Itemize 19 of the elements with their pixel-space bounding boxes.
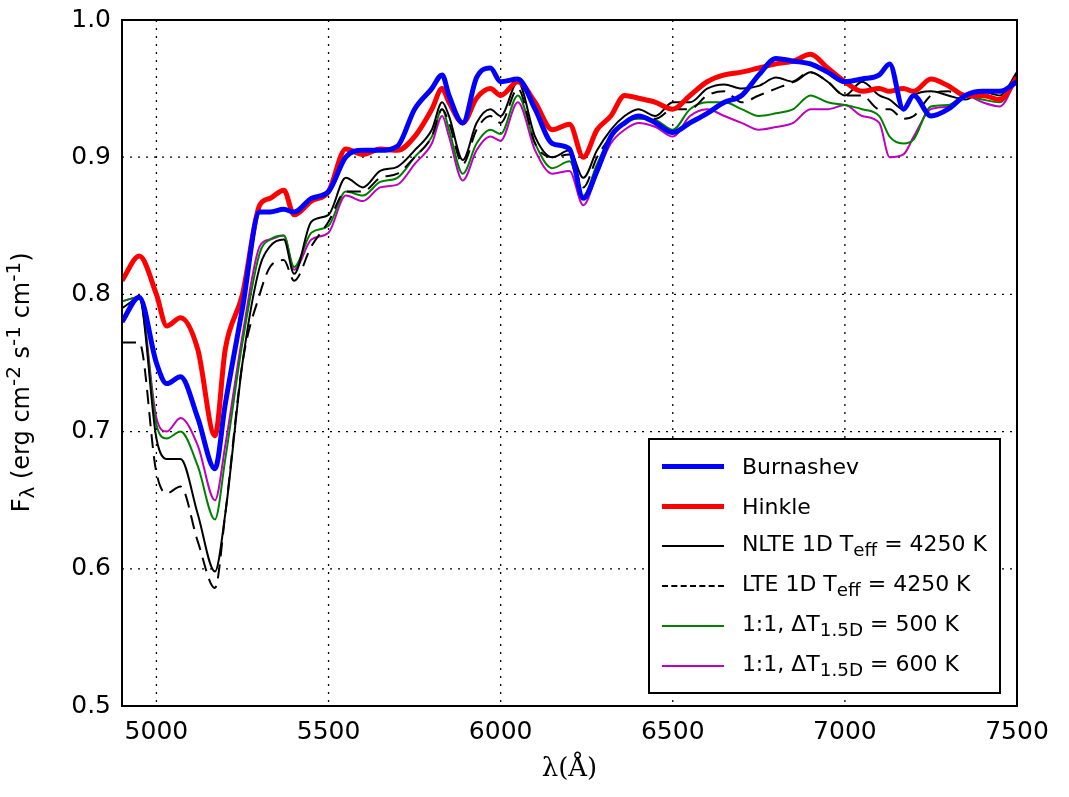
y-tick-label: 1.0: [71, 3, 111, 33]
legend-label: NLTE 1D T$_{eff}$ = 4250 K: [741, 531, 987, 561]
legend-label: LTE 1D T$_{eff}$ = 4250 K: [741, 571, 971, 601]
legend-label: Burnashev: [741, 453, 859, 479]
x-tick-label: 6500: [640, 715, 705, 745]
legend-label: 1:1, ΔT$_{1.5D}$ = 600 K: [741, 651, 959, 681]
x-tick-label: 5000: [124, 715, 189, 745]
legend-label: 1:1, ΔT$_{1.5D}$ = 500 K: [741, 611, 959, 641]
x-tick-label: 7500: [985, 715, 1049, 745]
y-tick-label: 0.9: [71, 140, 111, 170]
y-tick-label: 0.8: [71, 277, 111, 307]
x-tick-label: 7000: [813, 715, 877, 745]
x-tick-label: 5500: [296, 715, 361, 745]
y-tick-label: 0.6: [71, 552, 111, 582]
x-tick-label: 6000: [468, 715, 533, 745]
y-tick-label: 0.7: [71, 415, 111, 445]
legend-label: Hinkle: [741, 493, 811, 519]
x-axis-title: λ(Å): [540, 752, 599, 782]
y-tick-label: 0.5: [71, 689, 111, 719]
